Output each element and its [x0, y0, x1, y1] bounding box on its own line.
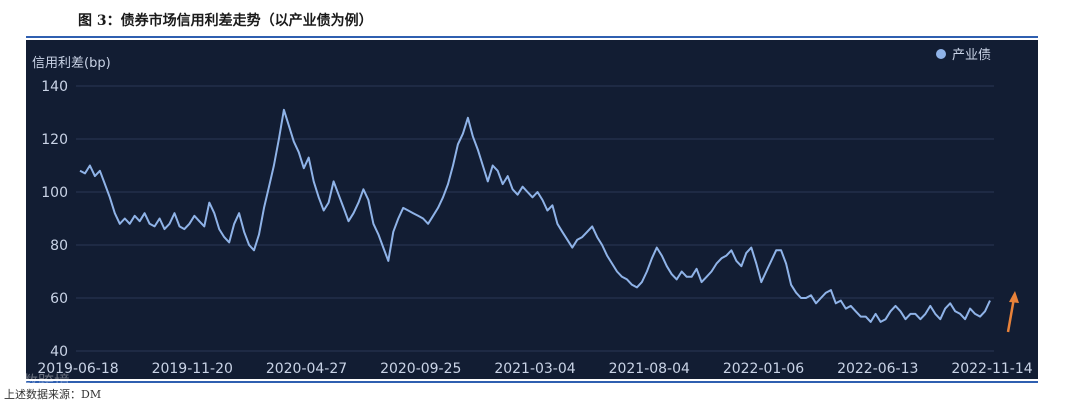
top-rule	[26, 36, 1038, 38]
legend: 产业债	[936, 48, 991, 63]
x-tick-label: 2022-11-14	[951, 361, 1032, 377]
source-note: 上述数据来源：DM	[4, 388, 102, 401]
x-tick-labels: 2019-06-18 2019-11-20 2020-04-27 2020-09-25…	[37, 361, 1032, 377]
x-tick-label: 2021-03-04	[494, 361, 575, 377]
circle-legend-icon	[936, 49, 946, 59]
up-arrow-icon	[1006, 291, 1019, 333]
y-tick-labels: 40 60 80 100 120 140	[41, 79, 68, 360]
y-tick-label: 120	[41, 132, 68, 148]
bottom-rule	[26, 381, 1038, 383]
chart-svg: 40 60 80 100 120 140 2019-06-18 2019-11-20 2020…	[32, 48, 1033, 377]
series-line-产业债	[79, 108, 991, 323]
x-tick-label: 2022-01-06	[723, 361, 804, 377]
y-tick-label: 100	[41, 185, 68, 201]
y-tick-label: 80	[50, 238, 68, 254]
x-tick-label: 2021-08-04	[609, 361, 690, 377]
y-tick-label: 60	[50, 291, 68, 307]
legend-label: 产业债	[952, 48, 991, 63]
chart-panel: 40 60 80 100 120 140 2019-06-18 2019-11-20 2020…	[26, 40, 1038, 379]
x-tick-label: 2020-04-27	[266, 361, 347, 377]
x-tick-label: 2019-06-18	[37, 361, 118, 377]
watermark: 大数跨境	[6, 372, 71, 391]
grid-lines	[76, 85, 994, 352]
y-tick-label: 40	[50, 344, 68, 360]
y-tick-label: 140	[41, 79, 68, 95]
y-axis-label: 信用利差(bp)	[32, 56, 111, 71]
x-tick-label: 2022-06-13	[837, 361, 918, 377]
x-tick-label: 2020-09-25	[380, 361, 461, 377]
x-tick-label: 2019-11-20	[152, 361, 233, 377]
figure-title: 图 3：债券市场信用利差走势（以产业债为例）	[78, 13, 373, 29]
